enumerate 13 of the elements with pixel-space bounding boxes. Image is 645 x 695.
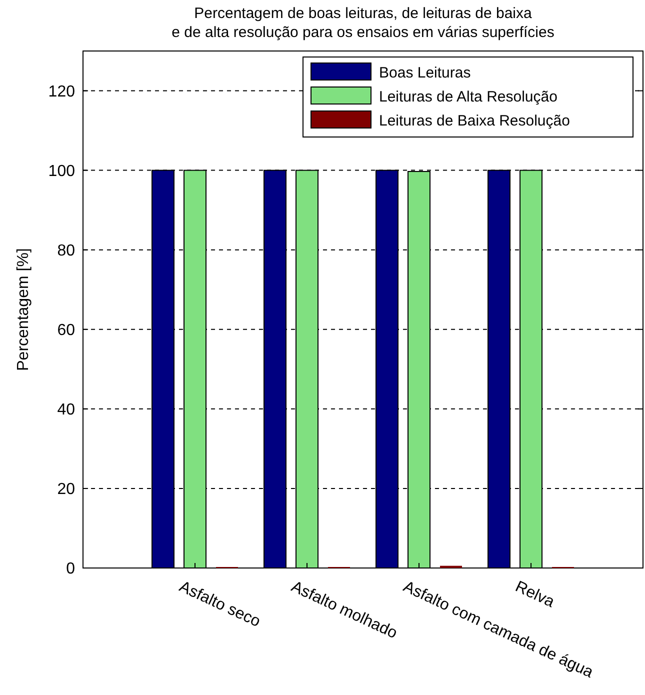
y-tick-label: 100 bbox=[48, 162, 76, 180]
y-tick-label: 60 bbox=[57, 322, 76, 339]
x-tick-label: Relva bbox=[512, 578, 557, 612]
chart-title: Percentagem de boas leituras, de leituras de baixa e de alta resolução para os ensaios em várias superfícies bbox=[172, 5, 554, 41]
y-tick-label: 0 bbox=[66, 560, 76, 578]
legend-label: Leituras de Alta Resolução bbox=[379, 88, 558, 106]
y-axis-title: Percentagem [%] bbox=[15, 248, 32, 371]
y-tick-label: 40 bbox=[57, 402, 76, 419]
legend-label: Leituras de Baixa Resolução bbox=[379, 112, 570, 130]
y-tick-label: 120 bbox=[48, 83, 76, 100]
y-tick-label: 20 bbox=[57, 481, 76, 498]
y-tick-label: 80 bbox=[57, 242, 76, 260]
legend-label: Boas Leituras bbox=[379, 64, 471, 82]
